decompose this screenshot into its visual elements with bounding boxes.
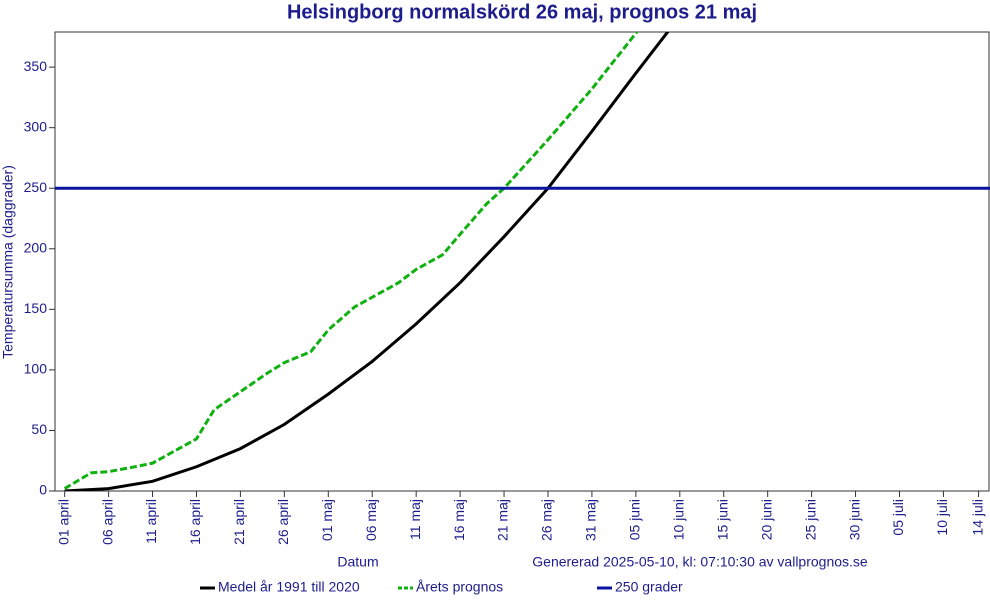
plot-frame (54, 31, 990, 492)
x-tick-label: 11 maj (407, 499, 423, 540)
x-tick-label: 25 juni (802, 499, 818, 540)
annotation: Genererad 2025-05-10, kl: 07:10:30 av va… (532, 554, 868, 570)
legend-label: Årets prognos (416, 579, 503, 595)
y-tick-label: 150 (24, 300, 48, 316)
x-tick-label: 01 april (55, 499, 71, 545)
y-tick-label: 0 (39, 482, 47, 498)
series-line (64, 32, 670, 491)
y-tick-label: 350 (24, 58, 48, 74)
x-tick-label: 30 juni (846, 499, 862, 540)
x-tick-label: 15 juni (714, 499, 730, 540)
x-tick-label: 26 maj (539, 499, 555, 541)
x-tick-label: 05 juli (890, 499, 906, 536)
x-tick-label: 06 maj (363, 499, 379, 541)
x-tick-label: 01 maj (319, 499, 335, 541)
x-tick-label: 16 maj (451, 499, 467, 541)
x-tick-label: 05 juni (627, 499, 643, 540)
x-tick-label: 10 juni (671, 499, 687, 540)
y-axis-label: Temperatursumma (daggrader) (0, 165, 16, 359)
x-tick-label: 14 juli (969, 499, 985, 536)
legend-label: Medel år 1991 till 2020 (218, 579, 360, 595)
y-tick-label: 100 (24, 361, 48, 377)
x-tick-label: 26 april (275, 499, 291, 545)
x-tick-label: 21 april (231, 499, 247, 545)
y-tick-label: 250 (24, 179, 48, 195)
y-tick-label: 50 (31, 421, 47, 437)
x-tick-label: 16 april (187, 499, 203, 545)
series-line (63, 32, 639, 490)
x-tick-label: 10 juli (934, 499, 950, 536)
legend-label: 250 grader (615, 579, 683, 595)
x-tick-label: 20 juni (758, 499, 774, 540)
x-tick-label: 31 maj (583, 499, 599, 541)
x-tick-label: 11 april (143, 499, 159, 544)
chart-title: Helsingborg normalskörd 26 maj, prognos … (287, 1, 757, 23)
y-tick-label: 200 (24, 239, 48, 255)
x-tick-label: 21 maj (495, 499, 511, 541)
y-tick-label: 300 (24, 118, 48, 134)
x-axis-label: Datum (337, 554, 378, 570)
x-tick-label: 06 april (99, 499, 115, 545)
